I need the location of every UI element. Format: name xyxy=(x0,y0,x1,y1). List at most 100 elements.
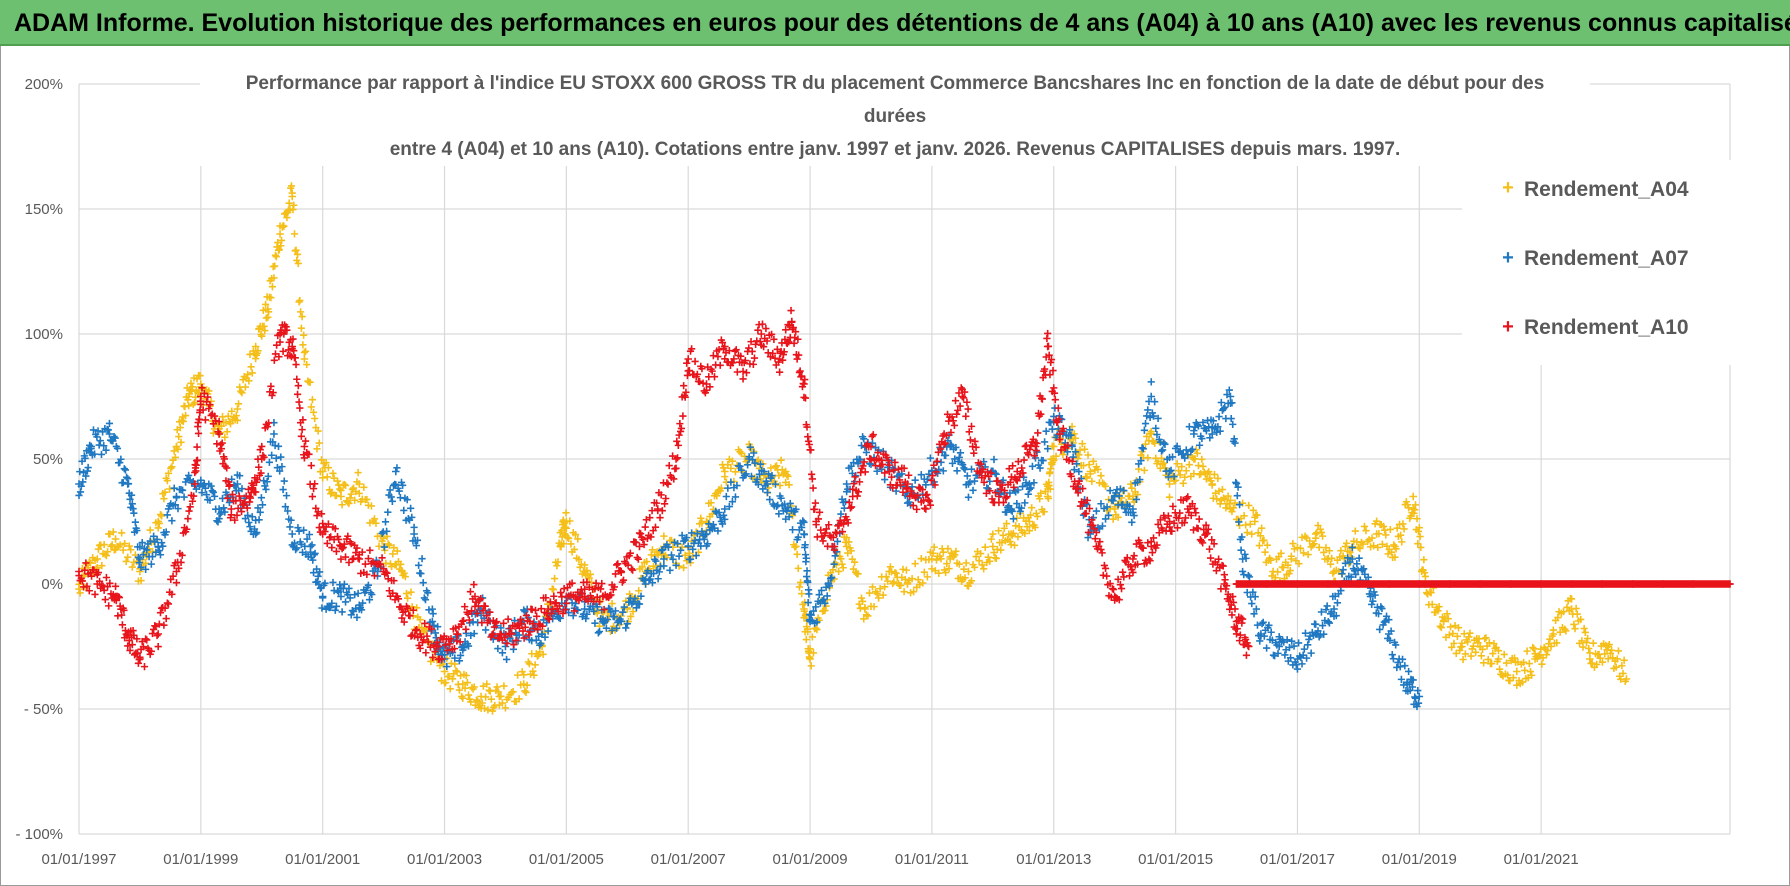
point-a10 xyxy=(400,618,408,626)
point-a10 xyxy=(288,342,297,351)
point-a10 xyxy=(847,503,856,511)
point-a04 xyxy=(1469,642,1477,650)
point-a04 xyxy=(775,471,783,480)
point-a07 xyxy=(1307,649,1315,657)
point-a10 xyxy=(201,416,210,424)
point-a07 xyxy=(830,560,838,568)
point-a07 xyxy=(718,520,727,528)
point-a04 xyxy=(1173,460,1181,468)
point-a10 xyxy=(559,609,567,618)
point-a04 xyxy=(521,687,529,695)
point-a07 xyxy=(1305,635,1313,644)
point-a10 xyxy=(190,492,198,500)
point-a10 xyxy=(1169,502,1177,510)
point-a04 xyxy=(873,589,881,598)
point-a04 xyxy=(1585,644,1593,653)
point-a10 xyxy=(172,567,181,576)
point-a07 xyxy=(138,538,146,547)
point-a07 xyxy=(781,505,790,513)
point-a10 xyxy=(475,596,484,604)
point-a10 xyxy=(1091,535,1099,543)
point-a10 xyxy=(193,456,202,464)
point-a07 xyxy=(961,465,969,474)
point-a10 xyxy=(256,446,264,454)
point-a10 xyxy=(808,475,816,483)
point-a07 xyxy=(1318,621,1327,630)
point-a04 xyxy=(1368,534,1376,542)
point-a04 xyxy=(1370,542,1378,550)
point-a07 xyxy=(722,492,730,501)
point-a10 xyxy=(1031,442,1040,451)
point-a07 xyxy=(655,568,663,576)
point-a10 xyxy=(301,437,310,445)
point-a10 xyxy=(1082,509,1090,518)
point-a04 xyxy=(539,650,547,658)
point-a07 xyxy=(683,534,691,542)
point-a04 xyxy=(367,502,376,510)
point-a04 xyxy=(179,417,187,426)
point-a10 xyxy=(1064,441,1072,449)
point-a04 xyxy=(344,498,352,506)
point-a10 xyxy=(576,594,584,602)
point-a10 xyxy=(331,525,339,533)
point-a07 xyxy=(1369,597,1377,605)
point-a04 xyxy=(308,396,317,404)
point-a04 xyxy=(989,530,997,538)
point-a07 xyxy=(244,511,252,520)
point-a04 xyxy=(341,481,350,490)
point-a10 xyxy=(335,535,343,544)
point-a07 xyxy=(1025,480,1034,488)
point-a07 xyxy=(407,504,415,512)
point-a04 xyxy=(1287,555,1296,563)
point-a04 xyxy=(1248,530,1256,538)
point-a10 xyxy=(627,565,636,573)
point-a04 xyxy=(244,370,252,379)
point-a07 xyxy=(1048,425,1056,433)
point-a04 xyxy=(167,464,175,472)
point-a04 xyxy=(1002,519,1011,528)
point-a04 xyxy=(1078,440,1086,448)
point-a07 xyxy=(827,574,835,583)
point-a10 xyxy=(1056,430,1064,438)
point-a07 xyxy=(812,603,820,611)
point-a10 xyxy=(522,611,530,620)
point-a07 xyxy=(257,494,265,502)
point-a07 xyxy=(1027,484,1035,492)
point-a07 xyxy=(1063,448,1072,456)
point-a04 xyxy=(892,569,900,577)
point-a07 xyxy=(1024,490,1032,498)
point-a04 xyxy=(648,546,657,554)
point-a07 xyxy=(1160,439,1168,447)
point-a07 xyxy=(1237,546,1245,554)
point-a07 xyxy=(1070,466,1078,474)
point-a10 xyxy=(999,498,1008,507)
point-a10 xyxy=(378,554,386,562)
point-a04 xyxy=(908,575,916,583)
point-a07 xyxy=(122,473,131,481)
point-a07 xyxy=(733,482,741,490)
point-a10 xyxy=(1106,579,1114,588)
point-a07 xyxy=(804,598,812,607)
point-a07 xyxy=(1324,618,1332,626)
point-a10 xyxy=(962,412,970,420)
point-a07 xyxy=(286,523,294,531)
point-a04 xyxy=(1391,542,1399,551)
point-a04 xyxy=(1588,659,1596,667)
point-a04 xyxy=(467,698,475,706)
point-a04 xyxy=(166,485,174,493)
point-a07 xyxy=(813,618,821,626)
point-a07 xyxy=(365,596,374,604)
point-a10 xyxy=(1215,555,1223,563)
point-a07 xyxy=(768,471,776,480)
point-a10 xyxy=(290,347,298,355)
point-a04 xyxy=(488,707,497,715)
point-a04 xyxy=(1205,468,1213,476)
point-a10 xyxy=(855,478,864,486)
point-a10 xyxy=(991,489,1000,497)
point-a10 xyxy=(1445,580,1454,588)
point-a04 xyxy=(1310,540,1318,548)
x-tick-label: 01/01/2009 xyxy=(773,851,848,868)
point-a07 xyxy=(1120,486,1128,495)
point-a07 xyxy=(162,528,170,536)
point-a07 xyxy=(667,551,676,559)
